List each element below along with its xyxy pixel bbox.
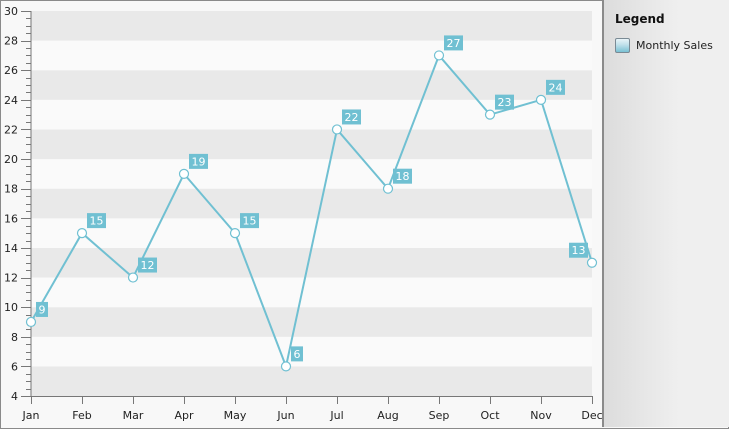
data-label: 18 xyxy=(396,170,410,183)
legend-item-monthly-sales[interactable]: Monthly Sales xyxy=(615,38,713,53)
y-axis-tick-label: 30 xyxy=(4,5,18,18)
x-axis-tick-label: Aug xyxy=(377,409,398,422)
data-label-box xyxy=(36,301,48,317)
data-point-marker xyxy=(331,124,343,135)
data-label: 24 xyxy=(549,81,563,94)
data-label-box xyxy=(138,257,157,273)
data-label-box xyxy=(291,346,303,362)
data-label: 22 xyxy=(345,111,359,124)
y-axis-tick-label: 28 xyxy=(4,35,18,48)
data-label: 19 xyxy=(192,155,206,168)
y-axis-tick-label: 8 xyxy=(11,331,18,344)
x-axis-tick-label: Dec xyxy=(581,409,602,422)
data-point-marker xyxy=(127,272,139,283)
y-axis-tick-label: 12 xyxy=(4,272,18,285)
data-label-box xyxy=(569,242,588,258)
data-label-box xyxy=(240,213,259,229)
data-label: 13 xyxy=(572,244,586,257)
data-point-marker xyxy=(535,94,547,105)
data-point-marker xyxy=(586,257,598,268)
data-label-box xyxy=(444,35,463,51)
x-axis-tick-label: Jul xyxy=(329,409,343,422)
series-line xyxy=(30,53,593,370)
grid-band xyxy=(31,277,592,308)
grid-band xyxy=(31,11,592,41)
x-axis-tick-label: Jan xyxy=(22,409,40,422)
data-label: 15 xyxy=(90,215,104,228)
x-axis-tick-label: Mar xyxy=(123,409,144,422)
data-label: 23 xyxy=(498,96,512,109)
data-label: 6 xyxy=(294,348,301,361)
grid-band xyxy=(31,218,592,248)
data-label: 15 xyxy=(243,215,257,228)
data-label: 27 xyxy=(447,37,461,50)
data-point-marker xyxy=(25,316,37,328)
grid-band xyxy=(31,307,592,337)
series-swatch-icon xyxy=(615,38,630,53)
data-label-box xyxy=(342,109,361,125)
data-point-marker xyxy=(484,109,496,120)
y-axis-tick-label: 20 xyxy=(4,153,18,166)
y-axis-tick-label: 10 xyxy=(4,301,18,314)
data-point-marker xyxy=(382,183,394,194)
legend-item-label: Monthly Sales xyxy=(636,39,713,52)
data-point-marker xyxy=(76,228,88,239)
data-point-marker xyxy=(178,168,190,179)
x-axis-tick-label: Apr xyxy=(174,409,194,422)
data-label: 9 xyxy=(39,303,46,316)
grid-band xyxy=(31,247,592,278)
x-axis-tick-label: Jun xyxy=(276,409,294,422)
data-label: 12 xyxy=(141,259,155,272)
grid-band xyxy=(31,366,592,396)
grid-band xyxy=(31,188,592,219)
data-label-box xyxy=(393,168,412,184)
y-axis-tick-label: 4 xyxy=(11,390,18,403)
data-label-box xyxy=(495,94,514,110)
legend-panel: Legend Monthly Sales xyxy=(602,0,729,427)
data-label-box xyxy=(546,79,565,95)
grid-band xyxy=(31,40,592,71)
y-axis-tick-label: 16 xyxy=(4,212,18,225)
y-axis-tick-label: 24 xyxy=(4,94,18,107)
data-point-marker xyxy=(433,50,445,61)
grid-band xyxy=(31,159,592,189)
y-axis-tick-label: 6 xyxy=(11,360,18,373)
data-point-marker xyxy=(229,228,241,239)
x-axis-tick-label: Nov xyxy=(530,409,552,422)
y-axis-tick-label: 18 xyxy=(4,183,18,196)
x-axis-tick-label: May xyxy=(224,409,247,422)
legend-title: Legend xyxy=(615,12,665,26)
data-point-marker xyxy=(280,361,292,372)
data-label-box xyxy=(189,153,208,169)
grid-band xyxy=(31,129,592,160)
x-axis-tick-label: Sep xyxy=(429,409,450,422)
y-axis-tick-label: 26 xyxy=(4,64,18,77)
y-axis-tick-label: 22 xyxy=(4,123,18,136)
x-axis-tick-label: Oct xyxy=(480,409,500,422)
grid-band xyxy=(31,336,592,367)
y-axis-tick-label: 14 xyxy=(4,242,18,255)
data-label-box xyxy=(87,213,106,229)
x-axis-tick-label: Feb xyxy=(72,409,91,422)
